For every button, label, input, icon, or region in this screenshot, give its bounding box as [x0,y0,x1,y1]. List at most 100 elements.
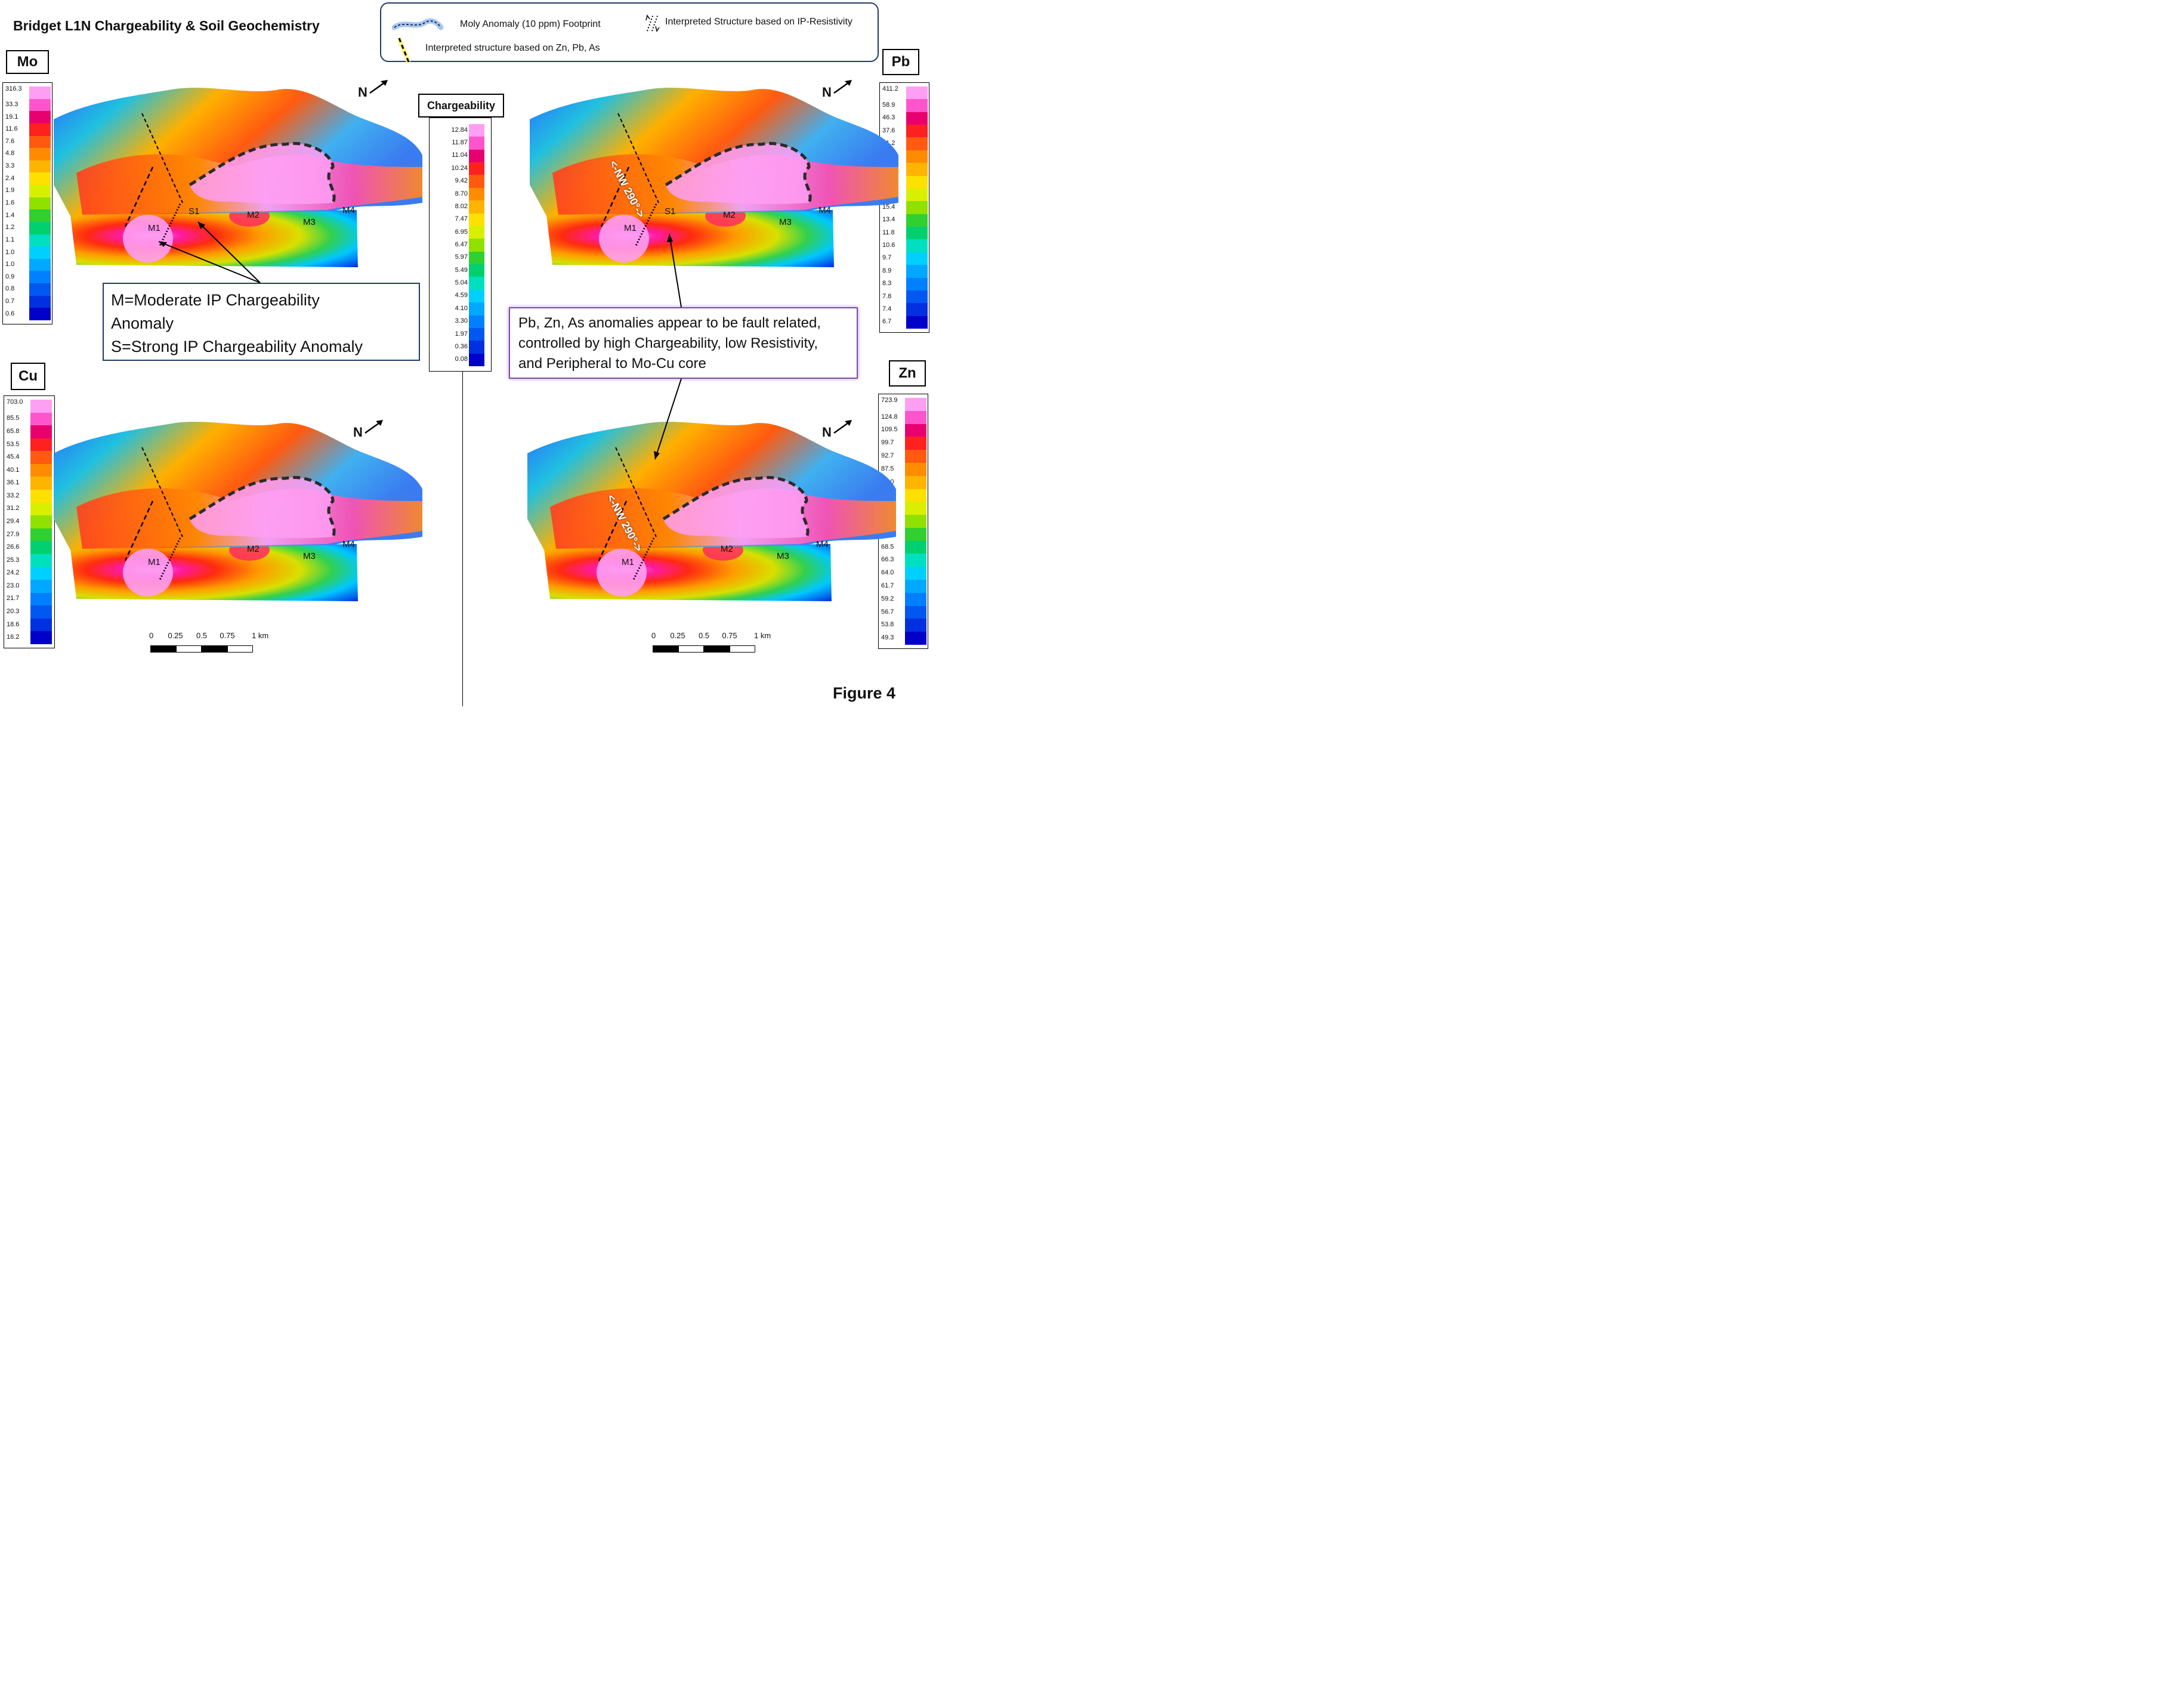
ip-structure-line [617,113,659,203]
chargeability-tick-label: 12.84 [451,126,468,134]
pb-color-swatch [906,303,928,317]
zn-north-label: N [822,425,832,440]
pb-color-swatch [906,201,928,215]
chargeability-tick-label: 8.70 [455,190,468,197]
mo-tick-label: 1.6 [5,199,15,206]
pb-tick-label: 6.7 [882,318,892,326]
pb-tick-label: 7.8 [882,292,892,300]
zn-tick-label: 68.5 [881,543,894,551]
pb-tick-label: 13.4 [882,216,895,224]
mo-color-swatch [29,295,51,308]
zn-tick-label: 723.9 [881,397,898,404]
scale-tick-label: 0 [651,631,656,640]
pb-tick-label: 37.6 [882,126,895,134]
pb-color-swatch [906,86,928,100]
mo-color-swatch [29,234,51,247]
mo-tick-label: 316.3 [5,85,22,92]
chargeability-title: Chargeability [418,94,504,118]
cu-color-swatch [30,490,52,503]
zn-color-swatch [905,605,926,619]
chargeability-tick-label: 0.08 [455,355,468,363]
mo-tick-label: 1.0 [5,248,15,256]
pb-element-label: Pb [882,49,919,75]
chargeability-tick-label: 11.04 [452,152,468,159]
scale-segment [653,645,678,653]
scale-tick-label: 1 km [754,631,771,640]
chargeability-color-swatch [469,289,484,303]
cu-tick-label: 24.2 [7,569,20,577]
fault-callout: Pb, Zn, As anomalies appear to be fault … [509,307,858,379]
cu-tick-label: 53.5 [7,440,20,448]
chargeability-tick-label: 10.24 [451,164,468,172]
scale-tick-label: 0.75 [220,631,235,640]
mo-color-swatch [29,283,51,296]
scale-tick-label: 0.5 [698,631,710,640]
mo-tick-label: 1.4 [5,211,15,219]
cu-tick-label: 21.7 [7,595,20,602]
mo-colorbar: 316.3 33.3 19.1 11.6 7.6 4.8 3.3 2.4 1.9 1.6 1.4 1.… [2,82,52,324]
pb-tick-label: 15.4 [882,203,895,211]
cu-color-swatch [30,605,52,619]
mo-tick-label: 1.2 [5,224,15,231]
cu-color-swatch [30,502,52,516]
zn-tick-label: 64.0 [881,569,894,577]
scale-bar-1: 0 0.25 0.5 0.75 1 km [149,631,268,655]
callout-fault-line1: Pb, Zn, As anomalies appear to be fault … [518,315,821,331]
zn-3d-model-view [527,422,896,601]
mo-anomaly-m3: M3 [303,217,316,227]
mo-color-swatch [29,221,51,235]
figure-label: Figure 4 [833,684,896,702]
zn-color-swatch [905,423,926,437]
scale-tick-label: 0 [149,631,154,640]
zn-color-swatch [905,450,926,463]
mo-north-label: N [358,85,367,100]
chargeability-color-swatch [469,341,484,354]
pb-color-swatch [906,188,928,202]
cu-color-swatch [30,554,52,568]
pb-tick-label: 11.8 [882,228,895,236]
cu-color-swatch [30,541,52,555]
scale-segment [176,645,202,653]
mo-color-swatch [29,185,51,198]
pb-anomaly-m3: M3 [779,217,792,227]
zn-color-swatch [905,437,926,450]
mo-color-swatch [29,111,51,124]
mo-color-swatch [29,135,51,149]
mo-color-swatch [29,209,51,222]
chargeability-color-swatch [469,200,484,214]
pb-color-swatch [906,125,928,138]
cu-tick-label: 36.1 [7,479,20,487]
mo-color-swatch [29,197,51,210]
chargeability-color-swatch [469,277,484,290]
chargeability-tick-label: 1.97 [455,330,468,338]
pb-anomaly-s1: S1 [665,206,676,217]
cu-color-swatch [30,631,52,645]
cu-tick-label: 33.2 [7,491,20,499]
chargeability-color-swatch [469,251,484,265]
cu-color-swatch [30,451,52,465]
legend-moly-label: Moly Anomaly (10 ppm) Footprint [460,19,601,29]
cu-color-swatch [30,425,52,439]
chargeability-color-swatch [469,239,484,252]
cu-tick-label: 85.5 [7,415,20,422]
callout-ip-line2: Anomaly [111,314,174,332]
chargeability-color-swatch [469,162,484,175]
zn-structure-line [124,166,154,227]
mo-anomaly-m1: M1 [148,223,160,233]
chargeability-color-swatch [469,137,484,150]
moly-footprint-outline [662,476,810,538]
cu-tick-label: 26.6 [7,543,20,551]
cu-color-swatch [30,592,52,606]
pb-3d-model-view [530,88,898,267]
pb-color-swatch [906,99,928,113]
chargeability-color-swatch [469,175,484,188]
mo-tick-label: 1.9 [5,187,15,194]
pb-color-swatch [906,239,928,253]
zn-anomaly-m3: M3 [777,551,789,561]
scale-tick-label: 0.25 [670,631,685,640]
cu-color-swatch [30,400,52,413]
zn-tick-label: 87.5 [881,465,894,472]
zn-structure-line [124,500,154,561]
chargeability-color-swatch [469,149,484,163]
chargeability-tick-label: 7.47 [455,215,468,223]
